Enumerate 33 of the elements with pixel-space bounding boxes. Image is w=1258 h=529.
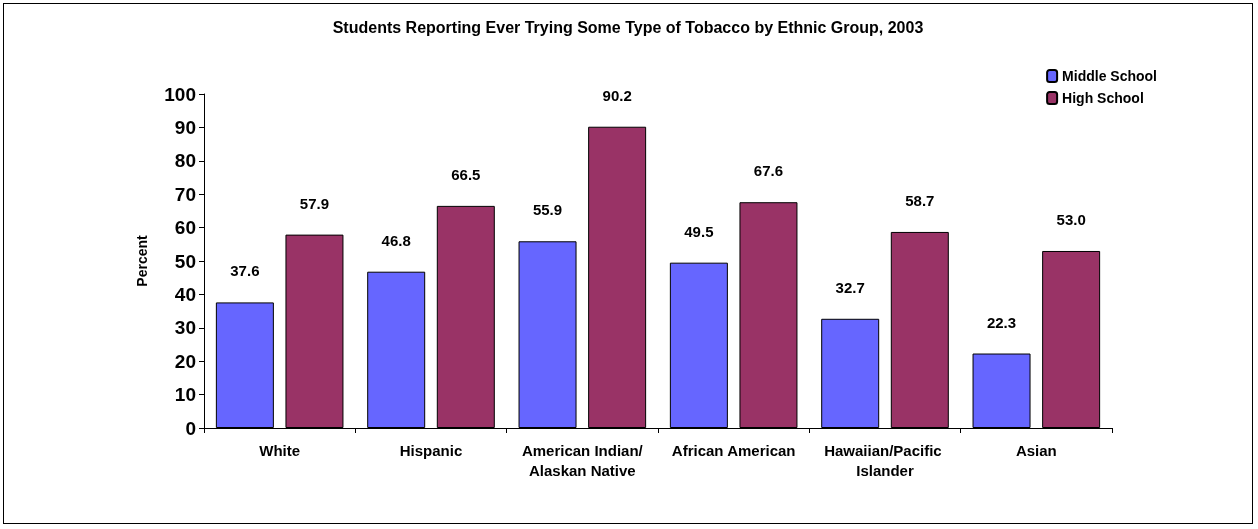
legend-label: Middle School [1062, 68, 1157, 84]
x-tick-label: African American [671, 441, 796, 459]
data-label: 46.8 [381, 231, 411, 249]
data-label: 55.9 [532, 201, 563, 219]
chart-title: Students Reporting Ever Trying Some Type of Tobacco by Ethnic Group, 2003 [332, 18, 924, 36]
y-axis-title: Percent [134, 234, 150, 287]
data-label: 37.6 [230, 262, 260, 280]
y-tick-label: 10 [174, 384, 196, 406]
y-tick-label: 0 [185, 417, 196, 439]
y-tick-label: 30 [174, 317, 196, 339]
data-label: 53.0 [1056, 210, 1086, 228]
data-label: 49.5 [684, 222, 714, 240]
legend-label: High School [1062, 90, 1144, 106]
x-tick-label: Hawaiian/Pacific Islander [824, 441, 946, 479]
data-label: 67.6 [753, 162, 784, 180]
y-tick-label: 60 [174, 217, 196, 239]
data-label: 32.7 [835, 278, 865, 296]
y-tick-label: 80 [174, 150, 196, 172]
data-label: 90.2 [602, 86, 632, 104]
data-label: 58.7 [905, 191, 935, 209]
y-tick-label: 100 [164, 83, 196, 105]
data-label: 22.3 [986, 313, 1017, 331]
x-tick-label: Hispanic [399, 441, 463, 459]
y-tick-label: 50 [174, 250, 196, 272]
x-tick-label: American Indian/Alaskan Native [521, 441, 644, 479]
y-tick-label: 20 [174, 350, 196, 372]
y-tick-label: 90 [174, 116, 196, 138]
x-tick-label: Asian [1015, 441, 1057, 459]
x-tick-label: White [259, 441, 301, 459]
y-tick-label: 70 [174, 183, 196, 205]
data-label: 66.5 [451, 165, 481, 183]
data-label: 57.9 [299, 194, 330, 212]
y-tick-label: 40 [174, 283, 196, 305]
